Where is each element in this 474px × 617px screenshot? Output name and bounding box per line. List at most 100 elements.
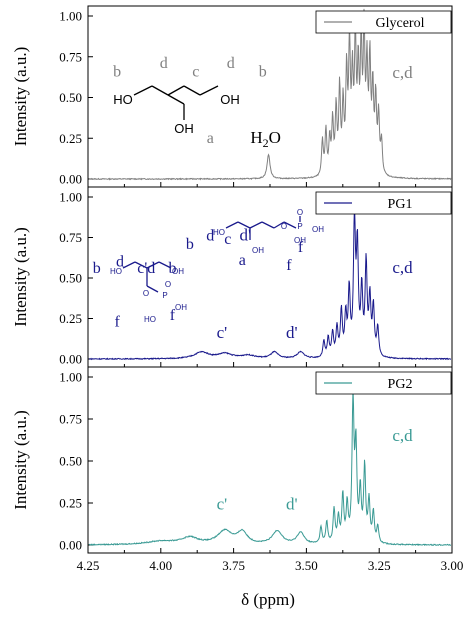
annotation-label: c'd [137, 260, 155, 277]
molecule-bond [283, 221, 297, 229]
y-tick-label: 0.75 [59, 412, 82, 427]
y-tick-label: 0.75 [59, 230, 82, 245]
y-tick-label: 0.75 [59, 49, 82, 64]
molecule-bond [133, 85, 153, 96]
molecule-bond [199, 85, 219, 96]
annotation-label: d [116, 254, 124, 271]
legend: PG1 [315, 191, 452, 215]
y-tick-label: 0.00 [59, 538, 82, 553]
annotation-label: f [298, 239, 304, 256]
annotation-label: H2O [250, 128, 281, 150]
y-tick-label: 1.00 [59, 9, 82, 24]
molecule-atom-label: HO [113, 92, 133, 107]
legend: PG2 [315, 371, 452, 395]
molecule-bond [146, 285, 159, 293]
molecule-bond [273, 221, 285, 229]
y-tick-label: 0.00 [59, 352, 82, 367]
molecule-bond [122, 261, 136, 269]
annotation-label: f [170, 307, 176, 324]
legend-box [315, 371, 452, 395]
y-axis-label: Intensity (a.u.) [11, 227, 30, 327]
y-axis-label: Intensity (a.u.) [11, 47, 30, 147]
molecule-atom-label: OH [252, 246, 264, 255]
legend-label: Glycerol [376, 16, 425, 31]
molecule-atom-label: OH [172, 267, 184, 276]
molecule-atom-label: HO [110, 267, 122, 276]
annotation-label: c,d [392, 63, 413, 82]
x-tick-label: 4.00 [149, 558, 172, 573]
molecule-bond [237, 221, 251, 229]
molecule-atom-label: O [165, 280, 171, 289]
spectrum-line [89, 203, 452, 361]
molecule-bond [261, 221, 275, 229]
y-tick-label: 1.00 [59, 190, 82, 205]
legend-box [315, 10, 452, 34]
x-tick-label: 3.00 [441, 558, 464, 573]
annotation-label: c [224, 231, 231, 248]
legend-box [315, 191, 452, 215]
annotation-label: d' [239, 226, 251, 245]
legend-label: PG2 [388, 377, 413, 392]
annotation-label: d [227, 55, 235, 72]
x-tick-label: 3.75 [222, 558, 245, 573]
molecule-bond [167, 85, 185, 96]
annotation-label: b [113, 63, 121, 80]
molecule-bond [183, 85, 201, 96]
y-tick-label: 0.25 [59, 131, 82, 146]
molecule-atom-label: OH [175, 303, 187, 312]
annotation-label: d' [286, 495, 298, 514]
annotation-label: c,d [392, 258, 413, 277]
annotation-label: d' [286, 323, 298, 342]
y-tick-label: 0.25 [59, 311, 82, 326]
y-axis-label: Intensity (a.u.) [11, 410, 30, 510]
x-tick-label: 4.25 [77, 558, 100, 573]
annotation-label: c' [217, 495, 228, 514]
molecule-atom-label: OH [220, 92, 240, 107]
annotation-label: c,d [392, 426, 413, 445]
y-tick-label: 0.25 [59, 496, 82, 511]
molecule-atom-label: OH [312, 225, 324, 234]
annotation-label: f [286, 257, 292, 274]
chart-panel-2: 0.00 0.25 0.50 0.75 1.00 Intensity (a.u.) PG1 c… [11, 186, 453, 368]
annotation-label: a [207, 130, 214, 147]
molecule-bond [225, 221, 239, 229]
annotation-label: b [186, 236, 194, 253]
chart-panel-1: 0.00 0.25 0.50 0.75 1.00 Intensity (a.u.) Glyc… [11, 5, 453, 188]
spectrum-line [88, 387, 452, 547]
molecule-atom-label: P [162, 291, 167, 300]
annotation-label: c [192, 63, 199, 80]
molecule-atom-label: HO [144, 315, 156, 324]
x-axis-label: δ (ppm) [241, 590, 295, 609]
annotation-label: a [239, 252, 246, 269]
annotation-label: b [93, 260, 101, 277]
y-tick-label: 0.00 [59, 172, 82, 187]
x-tick-label: 3.25 [368, 558, 391, 573]
molecule-atom-label: OH [174, 121, 194, 136]
y-tick-label: 0.50 [59, 454, 82, 469]
molecule-bond [134, 261, 148, 269]
y-tick-label: 0.50 [59, 90, 82, 105]
x-tick-label: 3.50 [295, 558, 318, 573]
molecule-bond [158, 261, 172, 269]
molecule-atom-label: OH [294, 236, 306, 245]
plot-frame [87, 366, 453, 554]
molecule-atom-label: O [297, 208, 303, 217]
molecule-atom-label: P [297, 222, 302, 231]
annotation-label: c' [217, 323, 228, 342]
annotation-label: d [206, 228, 214, 245]
annotation-label: d [160, 55, 168, 72]
legend-label: PG1 [388, 197, 413, 212]
annotation-label: b [168, 260, 176, 277]
molecule-atom-label: HO [213, 228, 225, 237]
legend: Glycerol [315, 10, 452, 34]
molecule-bond [151, 85, 169, 96]
y-tick-label: 0.50 [59, 271, 82, 286]
spectrum-line [88, 8, 452, 181]
molecule-atom-label: O [143, 289, 149, 298]
annotation-label: f [114, 314, 120, 331]
annotation-label: b [259, 63, 267, 80]
molecule-bond [146, 261, 160, 269]
molecule-bond [167, 94, 185, 105]
molecule-bond [249, 221, 263, 229]
